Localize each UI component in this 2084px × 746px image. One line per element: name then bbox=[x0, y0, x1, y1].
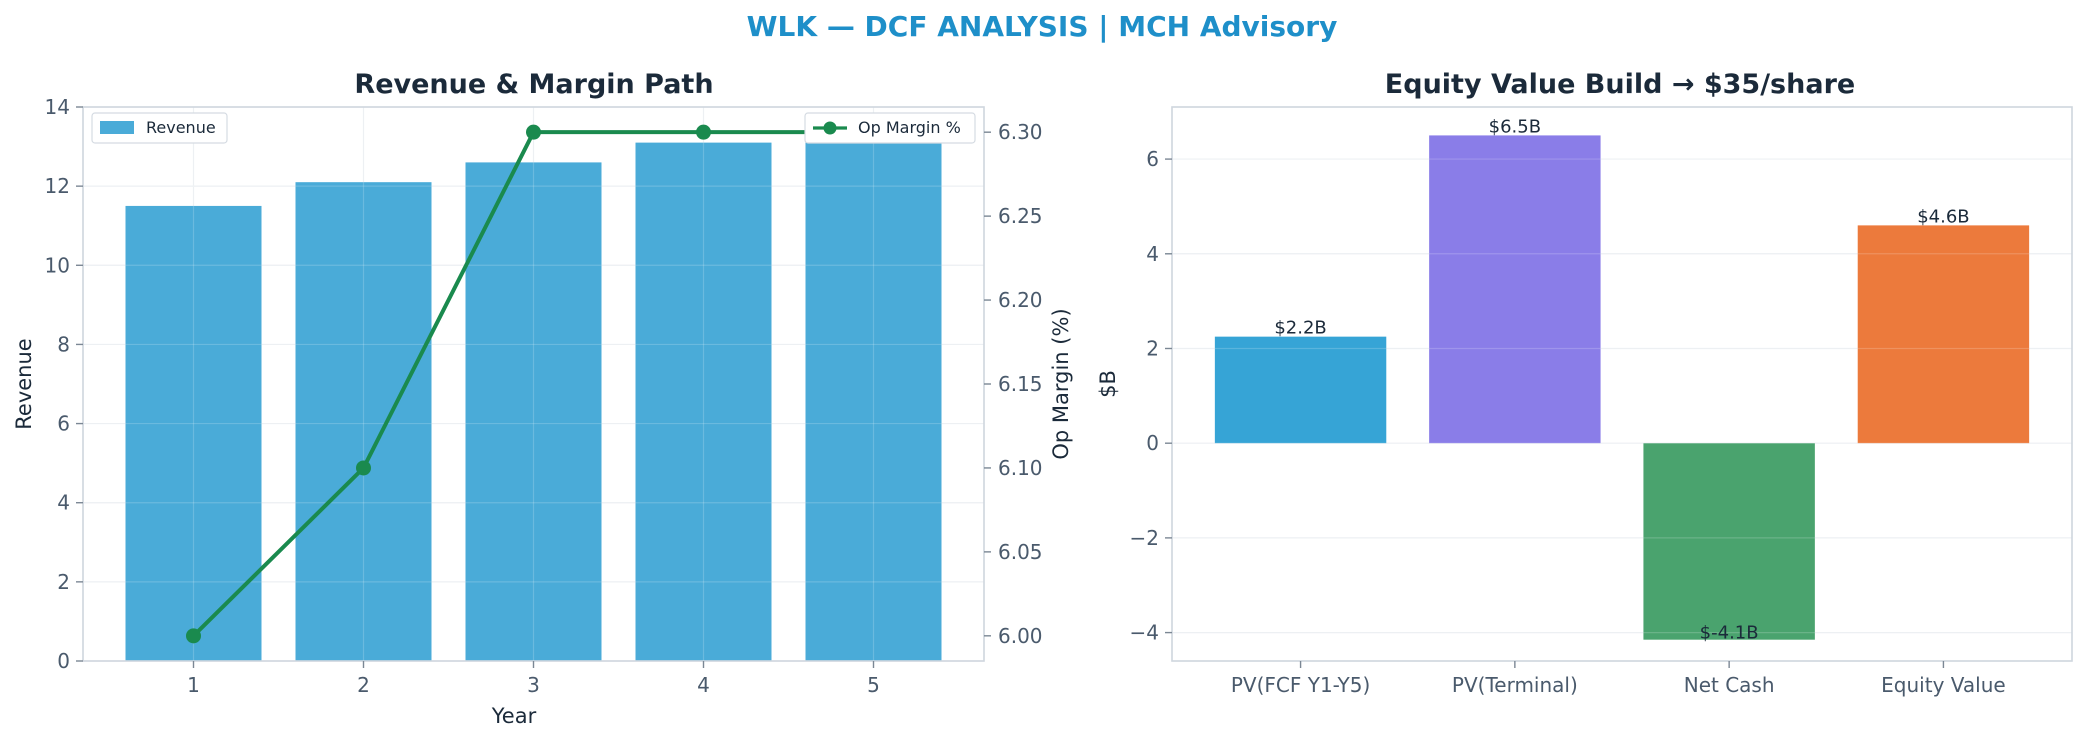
left-x-tick-label: 4 bbox=[697, 673, 710, 697]
equity-bar-value-label: $-4.1B bbox=[1700, 623, 1759, 644]
right-chart-y-tick-label: −2 bbox=[1130, 526, 1159, 550]
right-chart-y-tick-label: 6 bbox=[1146, 147, 1159, 171]
right-y-axis-label: Op Margin (%) bbox=[1049, 308, 1073, 459]
op-margin-point bbox=[526, 124, 541, 140]
left-y-tick-label: 14 bbox=[45, 95, 70, 119]
left-y-tick-label: 12 bbox=[45, 174, 70, 198]
left-x-tick-label: 3 bbox=[527, 673, 540, 697]
right-plot-frame bbox=[1171, 106, 2073, 662]
revenue-bar bbox=[125, 205, 262, 661]
equity-bar-value-label: $4.6B bbox=[1917, 206, 1969, 227]
left-chart-title: Revenue & Margin Path bbox=[354, 69, 713, 100]
left-y-tick-label: 2 bbox=[57, 570, 70, 594]
op-margin-point bbox=[356, 460, 371, 476]
left-y-tick-label: 8 bbox=[57, 332, 70, 356]
revenue-bar bbox=[635, 142, 772, 662]
left-x-tick-label: 2 bbox=[357, 673, 370, 697]
right-chart-x-tick-label: Net Cash bbox=[1684, 673, 1775, 697]
left-x-axis-label: Year bbox=[491, 704, 537, 728]
right-y-tick-label: 6.05 bbox=[998, 540, 1043, 564]
revenue-bar bbox=[805, 118, 942, 661]
revenue-legend: Revenue bbox=[91, 112, 228, 144]
right-chart-x-tick-label: PV(FCF Y1-Y5) bbox=[1231, 673, 1370, 697]
equity-build-bar bbox=[1857, 225, 2030, 444]
right-chart-title: Equity Value Build → $35/share bbox=[1385, 69, 1855, 100]
right-chart-y-tick-label: −4 bbox=[1130, 621, 1159, 645]
op-margin-point bbox=[186, 628, 201, 644]
revenue-legend-swatch bbox=[100, 121, 134, 134]
right-chart-y-tick-label: 2 bbox=[1146, 336, 1159, 360]
margin-legend-marker bbox=[823, 121, 837, 135]
left-x-tick-label: 5 bbox=[867, 673, 880, 697]
equity-build-bar bbox=[1429, 135, 1601, 444]
revenue-bar bbox=[465, 162, 602, 661]
right-y-tick-label: 6.30 bbox=[998, 120, 1043, 144]
right-y-tick-label: 6.00 bbox=[998, 624, 1043, 648]
op-margin-point bbox=[696, 124, 711, 140]
right-chart-x-tick-label: Equity Value bbox=[1881, 673, 2006, 697]
right-chart-x-tick-label: PV(Terminal) bbox=[1452, 673, 1578, 697]
equity-build-bar bbox=[1643, 443, 1815, 640]
margin-legend-label: Op Margin % bbox=[858, 118, 961, 137]
left-x-tick-label: 1 bbox=[187, 673, 200, 697]
left-y-tick-label: 0 bbox=[57, 649, 70, 673]
equity-build-bar bbox=[1214, 336, 1387, 444]
left-y-axis-label: Revenue bbox=[12, 338, 36, 429]
right-chart-y-tick-label: 4 bbox=[1146, 242, 1159, 266]
left-y-tick-label: 4 bbox=[57, 491, 70, 515]
right-y-tick-label: 6.10 bbox=[998, 456, 1043, 480]
right-y-tick-label: 6.20 bbox=[998, 288, 1043, 312]
revenue-legend-label: Revenue bbox=[146, 118, 216, 137]
revenue-bar bbox=[295, 182, 432, 661]
right-y-tick-label: 6.15 bbox=[998, 372, 1043, 396]
left-y-tick-label: 10 bbox=[45, 253, 70, 277]
margin-legend-box bbox=[804, 112, 976, 144]
right-chart-y-tick-label: 0 bbox=[1146, 431, 1159, 455]
right-chart-y-axis-label: $B bbox=[1096, 370, 1120, 398]
equity-bar-value-label: $2.2B bbox=[1274, 318, 1326, 339]
revenue-legend-box bbox=[91, 112, 228, 144]
right-y-tick-label: 6.25 bbox=[998, 204, 1043, 228]
margin-legend: Op Margin % bbox=[804, 112, 976, 144]
figure-suptitle: WLK — DCF ANALYSIS | MCH Advisory bbox=[747, 10, 1338, 43]
left-y-tick-label: 6 bbox=[57, 412, 70, 436]
equity-build-panel: Equity Value Build → $35/share $2.2B $6.5… bbox=[1096, 69, 2073, 697]
equity-bar-value-label: $6.5B bbox=[1489, 116, 1541, 137]
